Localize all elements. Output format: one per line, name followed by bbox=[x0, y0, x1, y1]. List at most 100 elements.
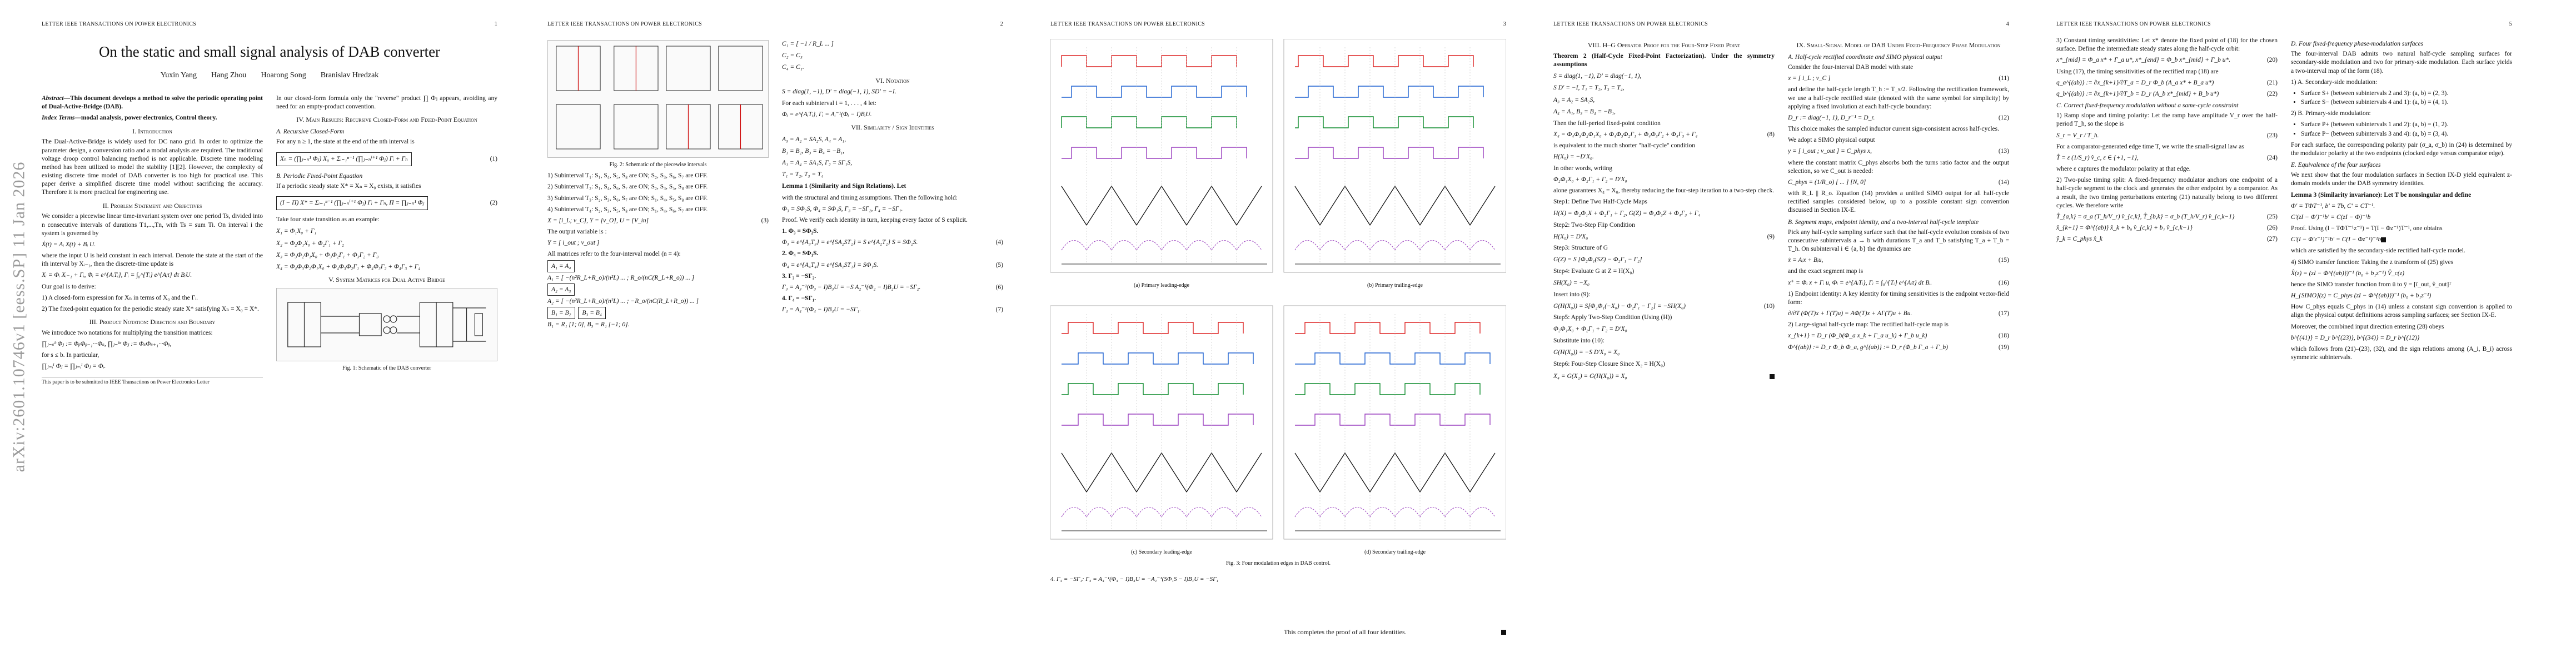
switching-waveform bbox=[1062, 352, 1254, 365]
equation: X₄ = Φ₄Φ₃Φ₂Φ₁X₀ + Φ₄Φ₃Φ₂Γ₁ + Φ₄Φ₃Γ₂ + Φ₄… bbox=[1553, 131, 1775, 138]
paragraph: 3) Constant timing sensitivities: Let x*… bbox=[2056, 37, 2278, 53]
column-left: VIII. H–G Operator Proof for the Four-St… bbox=[1553, 37, 1775, 645]
equation: C'(I − Φ'z⁻¹)⁻¹b' = C(I − Φz⁻¹)⁻¹b bbox=[2291, 236, 2512, 244]
waveform-panel-frame bbox=[1283, 39, 1506, 273]
paragraph: The four-interval DAB admits two natural… bbox=[2291, 51, 2512, 74]
goals-intro: Our goal is to derive: bbox=[42, 283, 96, 290]
switching-waveform bbox=[1295, 86, 1484, 98]
proof-step: Step5: Apply Two-Step Condition (Using (… bbox=[1553, 313, 1672, 321]
paragraph: is equivalent to the much shorter "half-… bbox=[1553, 142, 1695, 150]
matrix-label: A₂ = A₃ bbox=[547, 283, 769, 296]
proof-step: Step2: Two-Step Flip Condition bbox=[1553, 222, 1635, 229]
paragraph: which are satisfied by the secondary-sid… bbox=[2291, 247, 2465, 255]
equation: Φ' = TΦT⁻¹, b' = Tb, C' = CT⁻¹. bbox=[2291, 202, 2375, 210]
equation: Xᵢ = Φᵢ Xᵢ₋₁ + Γᵢ, Φᵢ = e^{AᵢTᵢ}, Γᵢ = ∫… bbox=[42, 272, 192, 279]
page-header: LETTER IEEE TRANSACTIONS ON POWER ELECTR… bbox=[42, 21, 497, 27]
surface-item: Surface P+ (between subintervals 1 and 2… bbox=[2301, 121, 2512, 129]
equation: D_r := diag(−1, 1), D_r⁻¹ = D_r. (12) bbox=[1788, 114, 2009, 121]
theorem-line: S = diag(1, −1), D' = diag(−1, 1), bbox=[1553, 73, 1642, 80]
paragraph: All matrices refer to the four-interval … bbox=[547, 251, 681, 258]
paragraph: 1) Endpoint identity: A key identity for… bbox=[1788, 290, 2009, 306]
matrix: C₁ = [ −1 / R_L ... ] bbox=[782, 41, 834, 47]
equation: x = [ i_L ; v_C ] (11) bbox=[1788, 75, 2009, 82]
abstract: Abstract—This document develops a method… bbox=[42, 95, 263, 111]
switching-waveform bbox=[1295, 55, 1474, 67]
journal-header: LETTER IEEE TRANSACTIONS ON POWER ELECTR… bbox=[1553, 21, 1708, 27]
example-line: X₁ = Φ₁X₀ + Γ₁ bbox=[276, 228, 317, 235]
theorem-line: A₃ = A₂ = SA₂S, bbox=[1553, 96, 1595, 103]
subsection-heading: B. Periodic Fixed-Point Equation bbox=[276, 172, 363, 180]
equation: Y = [ i_out ; v_out ] bbox=[547, 240, 600, 247]
paragraph: Using (17), the timing sensitivities of … bbox=[2056, 68, 2219, 75]
paragraph: which follows from (21)–(23), (32), and … bbox=[2291, 345, 2512, 361]
paragraph: Consider the four-interval DAB model wit… bbox=[1788, 64, 1914, 71]
equation: X̂(z) = (zI − Φ^{(ab)})⁻¹ (b₀ + b₁z⁻¹) V… bbox=[2291, 270, 2405, 277]
subsection-heading: A. Half-cycle rectified coordinate and S… bbox=[1788, 53, 1942, 61]
page-header: LETTER IEEE TRANSACTIONS ON POWER ELECTR… bbox=[1553, 21, 2009, 27]
author: Hang Zhou bbox=[211, 71, 247, 79]
paragraph: For each surface, the corresponding pola… bbox=[2291, 141, 2512, 157]
switching-waveform bbox=[1061, 55, 1237, 67]
column-right: IX. Small-Signal Model of DAB Under Fixe… bbox=[1788, 37, 2009, 645]
equation: Φ₃ = SΦ₂S, Φ₄ = SΦ₁S, Γ₃ = −SΓ₂, Γ₄ = −S… bbox=[782, 205, 903, 212]
lemma: Lemma 1 (Similarity and Sign Relations).… bbox=[782, 183, 906, 190]
theorem-line: S D' = −I, T₁ = T₂, T₃ = T₄, bbox=[1553, 84, 1625, 92]
proof-step: Step3: Structure of G bbox=[1553, 244, 1608, 251]
closing-text: This completes the proof of all four ide… bbox=[1284, 628, 1506, 636]
equation: H(X₀) = −D'X₀. bbox=[1553, 153, 1594, 161]
subfigure-caption: (b) Primary trailing-edge bbox=[1367, 282, 1423, 288]
matrix: B₁ = R₁ [1; 0], B₃ = R₁ [−1; 0]. bbox=[547, 321, 630, 328]
lemma: Lemma 3 (Similarity invariance): Let T b… bbox=[2291, 191, 2472, 198]
identity-line: A₃ = A₂ = SA₂S, A₄ = A₁, bbox=[782, 136, 846, 143]
dab-schematic bbox=[287, 302, 486, 347]
equation: H_{SIMO}(z) = C_phys (zI − Φ^{(ab)})⁻¹ (… bbox=[2291, 292, 2431, 300]
problem-paragraph: We consider a piecewise linear time-inva… bbox=[42, 213, 263, 237]
equation: C'(zI − Φ')⁻¹b' = C(zI − Φ)⁻¹b bbox=[2291, 213, 2371, 221]
index-terms: Index Terms—modal analysis, power electr… bbox=[42, 115, 217, 122]
equation: ẋ = Aᵢx + Bᵢu, (15) bbox=[1788, 257, 2009, 264]
equation: S_r = V_r / T_h. (23) bbox=[2056, 132, 2278, 139]
page-5: LETTER IEEE TRANSACTIONS ON POWER ELECTR… bbox=[2045, 0, 2523, 667]
modulation-edges-figure bbox=[1050, 39, 1506, 540]
equation: q_a^{(ab)} := ∂x_{k+1}/∂T_a = D_r Φ_b (A… bbox=[2056, 79, 2278, 86]
example-line: X₃ = Φ₃Φ₂Φ₁X₀ + Φ₃Φ₂Γ₁ + Φ₃Γ₂ + Γ₃ bbox=[276, 251, 379, 258]
switching-waveform bbox=[1295, 414, 1491, 426]
example-line: X₄ = Φ₄Φ₃Φ₂Φ₁X₀ + Φ₄Φ₃Φ₂Γ₁ + Φ₄Φ₃Γ₂ + Φ₄… bbox=[276, 263, 421, 270]
surface-item: Surface P− (between subintervals 3 and 4… bbox=[2301, 130, 2512, 138]
paragraph: with R_L || R_o. Equation (14) provides … bbox=[1788, 190, 2009, 214]
author-list: Yuxin Yang Hang Zhou Hoarong Song Branis… bbox=[42, 71, 497, 80]
paragraph: Take four state transition as an example… bbox=[276, 216, 380, 223]
goal-item: 1) A closed-form expression for Xₙ in te… bbox=[42, 294, 198, 301]
paragraph: and the exact segment map is bbox=[1788, 268, 1864, 275]
equation: 4. Γ₄ = −SΓ₁: Γ₄ = A₄⁻¹(Φ₄ − I)B₄U = −A₁… bbox=[1050, 576, 1219, 583]
page-header: LETTER IEEE TRANSACTIONS ON POWER ELECTR… bbox=[1050, 21, 1506, 27]
switching-waveform bbox=[1062, 86, 1247, 98]
figure-caption: Fig. 3: Four modulation edges in DAB con… bbox=[1225, 560, 1331, 566]
switching-waveform bbox=[1295, 147, 1484, 159]
author: Branislav Hredzak bbox=[320, 71, 379, 79]
column-left: 3) Constant timing sensitivities: Let x*… bbox=[2056, 37, 2278, 645]
footnote: This paper is to be submitted to IEEE Tr… bbox=[42, 376, 263, 386]
equation: SH(X₀) = −X₀ bbox=[1553, 280, 1590, 287]
equation: T̂ = ε (1/S_r) v̂_c, ε ∈ {+1, −1}, (24) bbox=[2056, 154, 2278, 161]
equation: T̂_{a,k} = σ_a (T_h/V_r) v̂_{c,k}, T̂_{b… bbox=[2056, 213, 2278, 220]
figure-caption: Fig. 1: Schematic of the DAB converter bbox=[342, 365, 431, 371]
equation: G(H(X₀)) = −S D'X₀ = X₀ bbox=[1553, 349, 1620, 356]
paragraph: Insert into (9): bbox=[1553, 291, 1591, 298]
subsection-heading: D. Four fixed-frequency phase-modulation… bbox=[2291, 41, 2424, 47]
switching-waveform bbox=[1062, 322, 1244, 334]
paper-title: On the static and small signal analysis … bbox=[98, 43, 441, 60]
paragraph: For each subinterval i = 1, . . . , 4 le… bbox=[782, 99, 877, 107]
matrix-label: B₁ = B₂ B₃ = B₄ bbox=[547, 307, 769, 320]
switching-waveform bbox=[1062, 147, 1247, 159]
page-1: LETTER IEEE TRANSACTIONS ON POWER ELECTR… bbox=[31, 0, 509, 667]
paragraph: 4) SIMO transfer function: Taking the z … bbox=[2291, 258, 2454, 266]
proof-step: Step1: Define Two Half-Cycle Maps bbox=[1553, 198, 1647, 206]
page-2: LETTER IEEE TRANSACTIONS ON POWER ELECTR… bbox=[536, 0, 1014, 667]
subsection-heading: E. Equivalence of the four surfaces bbox=[2291, 162, 2381, 169]
goal-item: 2) The fixed-point equation for the peri… bbox=[42, 305, 259, 312]
column-left: Abstract—This document develops a method… bbox=[42, 94, 263, 645]
section-heading: VIII. H–G Operator Proof for the Four-St… bbox=[1587, 41, 1741, 49]
theorem: Theorem 2 (Half-Cycle Fixed-Point Factor… bbox=[1553, 52, 1775, 68]
subinterval-item: 3) Subinterval T₃: S₂, S₃, S₆, S₇ are ON… bbox=[547, 195, 708, 202]
